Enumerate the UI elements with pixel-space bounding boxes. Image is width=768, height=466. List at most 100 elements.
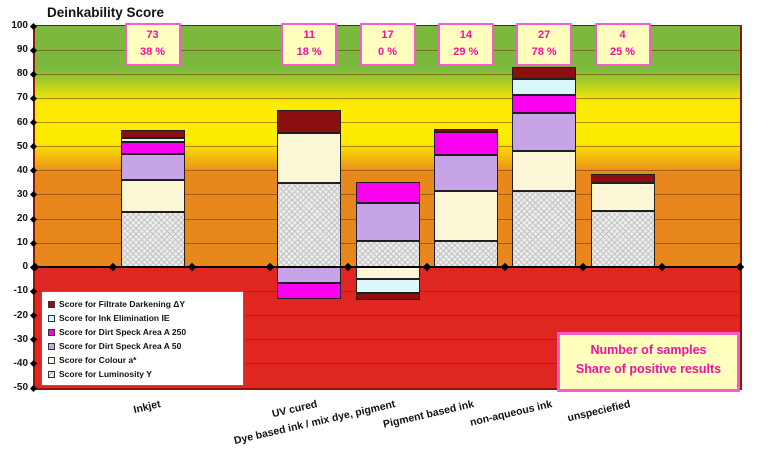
- bar-segment: [512, 79, 577, 95]
- zero-axis-tick: [579, 263, 588, 272]
- y-axis-label: 90: [16, 44, 28, 56]
- x-axis-label: unspeciefied: [566, 398, 632, 425]
- bar-segment: [433, 132, 498, 156]
- legend-label: Score for Luminosity Y: [59, 369, 152, 379]
- annotation-share: 78 %: [531, 45, 557, 58]
- annotation-samples: 4: [619, 29, 626, 41]
- legend-item: Score for Dirt Speck Area A 50: [48, 339, 237, 353]
- gridline-60: [35, 122, 740, 124]
- gridline--20: [35, 315, 740, 317]
- zero-axis-tick: [657, 263, 666, 272]
- annotation-box: 4 25 %: [594, 23, 651, 66]
- y-axis-label: 60: [16, 116, 28, 128]
- y-axis-label: 80: [16, 68, 28, 80]
- bar-segment: [120, 141, 185, 154]
- legend-label: Score for Filtrate Darkening ΔY: [59, 299, 186, 309]
- samples-note-box: Number of samples Share of positive resu…: [557, 332, 740, 392]
- legend-marker: [48, 356, 55, 364]
- zero-axis-line: [35, 266, 740, 269]
- legend-items: Score for Filtrate Darkening ΔY Score for…: [48, 297, 237, 381]
- bar-segment: [590, 174, 655, 183]
- y-axis-label: 20: [16, 213, 28, 225]
- bar-segment: [120, 129, 185, 139]
- bar-segment: [355, 267, 420, 280]
- bar-segment: [120, 138, 185, 142]
- annotation-share: 0 %: [378, 45, 397, 58]
- bar-segment: [355, 292, 420, 300]
- bar-segment: [120, 153, 185, 181]
- bar-segment: [277, 182, 342, 268]
- x-axis-label: non-aqueous ink: [468, 398, 554, 429]
- legend-label: Score for Colour a*: [59, 355, 137, 365]
- legend-item: Score for Filtrate Darkening ΔY: [48, 297, 237, 311]
- y-axis-label: 50: [16, 140, 28, 152]
- bar-segment: [512, 151, 577, 192]
- legend-marker: [48, 328, 55, 336]
- legend-label: Score for Ink Elimination IE: [59, 313, 170, 323]
- annotation-share: 18 %: [296, 45, 322, 58]
- zero-axis-tick: [344, 263, 353, 272]
- y-axis-label: -10: [13, 285, 28, 297]
- bar-segment: [512, 112, 577, 152]
- annotation-samples: 73: [146, 29, 159, 41]
- chart-title: Deinkability Score: [47, 5, 165, 20]
- annotation-share: 38 %: [139, 45, 166, 58]
- legend-marker: [48, 370, 55, 378]
- y-axis-label: 40: [16, 164, 28, 176]
- gridline-80: [35, 73, 740, 75]
- bar-segment: [590, 182, 655, 211]
- annotation-box: 27 78 %: [516, 23, 573, 66]
- legend-item: Score for Dirt Speck Area A 250: [48, 325, 237, 339]
- annotation-samples: 17: [381, 29, 394, 41]
- y-axis-label: -30: [13, 333, 28, 345]
- zero-axis-tick: [735, 263, 745, 272]
- bar-segment: [512, 67, 577, 80]
- annotation-box: 11 18 %: [281, 23, 338, 66]
- annotation-share: 29 %: [453, 45, 479, 58]
- bar-segment: [512, 94, 577, 113]
- zero-axis-tick: [500, 263, 510, 272]
- bar-segment: [433, 128, 498, 133]
- zero-axis-tick: [109, 263, 118, 272]
- annotation-samples: 14: [459, 29, 472, 41]
- annotation-box: 73 38 %: [124, 23, 181, 66]
- legend-marker: [48, 314, 55, 322]
- bar-segment: [512, 191, 577, 268]
- legend-marker: [48, 300, 55, 308]
- annotation-samples: 27: [538, 29, 551, 41]
- y-axis-label: 10: [16, 237, 28, 249]
- y-axis-label: 100: [11, 20, 28, 31]
- bar-segment: [277, 283, 342, 299]
- bar-segment: [433, 240, 498, 268]
- gridline-50: [35, 146, 740, 148]
- y-axis-label: -40: [13, 357, 28, 369]
- gridline--40: [35, 363, 740, 365]
- bar-segment: [120, 180, 185, 212]
- annotation-box: 17 0 %: [359, 23, 416, 66]
- x-axis-label: Inkjet: [132, 398, 162, 417]
- samples-note-line1: Number of samples: [590, 343, 707, 357]
- gridline--30: [35, 339, 740, 341]
- gridline-40: [35, 170, 740, 172]
- bar-segment: [590, 210, 655, 268]
- annotation-share: 25 %: [609, 45, 636, 58]
- x-axis-label: Pigment based ink: [382, 398, 476, 431]
- legend-marker: [48, 342, 55, 350]
- legend-box: Score for Filtrate Darkening ΔY Score for…: [41, 291, 244, 386]
- bar-segment: [355, 181, 420, 204]
- zero-axis-tick: [422, 263, 431, 272]
- legend-item: Score for Colour a*: [48, 353, 237, 367]
- zero-axis-tick: [265, 263, 275, 272]
- zero-axis-tick: [187, 263, 196, 272]
- legend-item: Score for Ink Elimination IE: [48, 311, 237, 325]
- bar-segment: [277, 267, 342, 283]
- bar-segment: [355, 203, 420, 241]
- bar-segment: [355, 279, 420, 293]
- bar-segment: [433, 191, 498, 241]
- bar-segment: [120, 211, 185, 268]
- y-axis-label: -50: [13, 382, 28, 393]
- y-axis-label: 0: [22, 261, 28, 273]
- y-axis-label: 30: [16, 188, 28, 200]
- y-axis-label: -20: [13, 309, 28, 321]
